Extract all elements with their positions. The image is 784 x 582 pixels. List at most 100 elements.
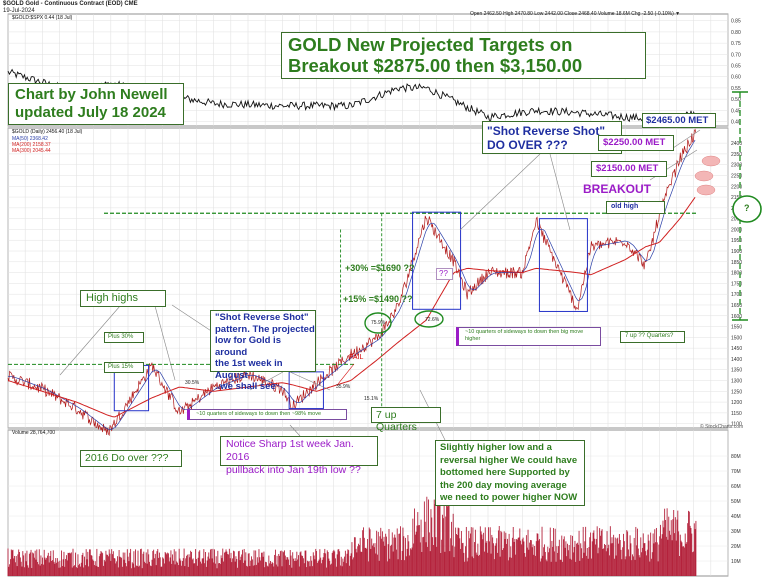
pattern-box: [412, 211, 462, 310]
target-marker: [694, 170, 714, 182]
met-2250-box: $2250.00 MET: [598, 135, 674, 151]
ratio-tick-label: 0.65: [731, 64, 741, 70]
main-title: GOLD New Projected Targets on Breakout $…: [281, 32, 646, 79]
volume-tick-label: 20M: [731, 544, 741, 550]
symbol-title: $GOLD Gold - Continuous Contract (EOD) C…: [3, 1, 138, 7]
circle-75-9: [364, 312, 392, 334]
ratio-legend: $GOLD:$SPX 0.44 (18 Jul): [12, 15, 73, 21]
high-highs-box: High highs: [80, 290, 166, 307]
price-tick-label: 2000: [731, 227, 742, 233]
annotation-pointer: [459, 153, 541, 231]
volume-legend: Volume 28,764,700: [12, 430, 56, 436]
price-tick-label: 2250: [731, 173, 742, 179]
seven-up-quarters-box: 7 up Quarters: [371, 407, 441, 433]
breakout-label: BREAKOUT: [583, 182, 651, 196]
annotation-pointer: [59, 305, 121, 376]
ratio-tick-label: 0.60: [731, 75, 741, 81]
projection-circle: [732, 195, 762, 223]
price-tick-label: 2150: [731, 195, 742, 201]
price-tick-label: 1650: [731, 303, 742, 309]
pattern-box: [538, 218, 588, 312]
price-tick-label: 1300: [731, 379, 742, 385]
price-tick-label: 1900: [731, 249, 742, 255]
price-tick-label: 1400: [731, 357, 742, 363]
ratio-tick-label: 0.80: [731, 30, 741, 36]
price-series-line: [7, 128, 697, 437]
pct-75-9: 75.9%: [371, 320, 386, 326]
price-tick-label: 1600: [731, 314, 742, 320]
circle-question-label: ?: [744, 203, 750, 213]
target-marker: [701, 155, 721, 167]
annotation-pointer: [669, 129, 701, 151]
qmark-box: ??: [436, 268, 453, 280]
pct-30-5: 30.5%: [185, 380, 200, 386]
price-legend: $GOLD (Daily) 2456.40 (18 Jul): [12, 129, 83, 135]
ratio-tick-label: 0.75: [731, 41, 741, 47]
ratio-tick-label: 0.55: [731, 86, 741, 92]
old-high-box: old high: [606, 201, 665, 214]
plus30-box: Plus 30%: [104, 332, 144, 343]
ma50-line: [7, 139, 696, 430]
price-tick-label: 1550: [731, 325, 742, 331]
ratio-tick-label: 0.85: [731, 19, 741, 25]
price-tick-label: 2350: [731, 152, 742, 158]
watermark: © StockCharts.com: [700, 424, 744, 430]
fail-pointer: [337, 363, 355, 385]
volume-tick-label: 10M: [731, 559, 741, 565]
ten-quarters-right-box: ~10 quarters of sideways to down then bi…: [456, 327, 601, 346]
do-over-2016-box: 2016 Do over ???: [80, 450, 182, 467]
price-tick-label: 1100: [731, 422, 742, 428]
pct-72-6: 72.6%: [425, 317, 440, 323]
volume-tick-label: 80M: [731, 454, 741, 460]
price-tick-label: 2400: [731, 141, 742, 147]
met-2465-box: $2465.00 MET: [642, 113, 716, 128]
pct-35-9: 35.9%: [336, 384, 351, 390]
notice-box: Notice Sharp 1st week Jan. 2016 pullback…: [220, 436, 378, 476]
ma50-legend: MA(50) 2368.42: [12, 136, 48, 142]
price-tick-label: 1150: [731, 411, 742, 417]
volume-tick-label: 30M: [731, 529, 741, 535]
volume-tick-label: 50M: [731, 499, 741, 505]
price-tick-label: 1750: [731, 281, 742, 287]
plus15-pct-label: +15% =$1490 ??: [343, 294, 413, 304]
plus15-box: Plus 15%: [104, 362, 144, 373]
ma300-legend: MA(300) 2045.44: [12, 148, 51, 154]
ma200-line: [7, 197, 696, 418]
price-tick-label: 2200: [731, 184, 742, 190]
pct-15-1: 15.1%: [364, 396, 379, 402]
price-tick-label: 1250: [731, 389, 742, 395]
price-tick-label: 1350: [731, 368, 742, 374]
annotation-pointer: [549, 153, 571, 231]
annotation-pointer: [289, 371, 331, 391]
met-2150-box: $2150.00 MET: [591, 161, 667, 177]
ratio-tick-label: 0.50: [731, 97, 741, 103]
ten-quarters-left-box: ~10 quarters of sideways to down then ~9…: [187, 409, 347, 420]
ratio-tick-label: 0.70: [731, 52, 741, 58]
price-tick-label: 1200: [731, 400, 742, 406]
ma200-legend: MA(200) 2158.37: [12, 142, 51, 148]
author-box: Chart by John Newell updated July 18 202…: [8, 83, 184, 125]
price-tick-label: 1800: [731, 271, 742, 277]
ratio-tick-label: 0.45: [731, 108, 741, 114]
price-tick-label: 1450: [731, 346, 742, 352]
volume-tick-label: 60M: [731, 484, 741, 490]
target-marker: [696, 184, 716, 196]
volume-tick-label: 40M: [731, 514, 741, 520]
chart-date: 19-Jul-2024: [3, 8, 35, 14]
ohlc-readout: Open 2462.50 High 2470.80 Low 2442.00 Cl…: [470, 11, 681, 17]
plus30-pct-label: +30% =$1690 ??: [345, 263, 415, 273]
srs-pattern-box: "Shot Reverse Shot" pattern. The project…: [210, 310, 316, 392]
ratio-tick-label: 0.40: [731, 120, 741, 126]
annotation-pointer: [289, 424, 301, 437]
seven-quarters-box: 7 up ?? Quarters?: [620, 331, 685, 343]
volume-tick-label: 70M: [731, 469, 741, 475]
price-tick-label: 1500: [731, 335, 742, 341]
annotation-pointer: [249, 371, 284, 391]
price-tick-label: 1850: [731, 260, 742, 266]
price-tick-label: 2050: [731, 217, 742, 223]
price-tick-label: 1950: [731, 238, 742, 244]
fail-label: FAIL: [349, 354, 364, 361]
annotation-pointer: [154, 305, 176, 381]
circle-72-6: [414, 310, 444, 328]
price-tick-label: 1700: [731, 292, 742, 298]
